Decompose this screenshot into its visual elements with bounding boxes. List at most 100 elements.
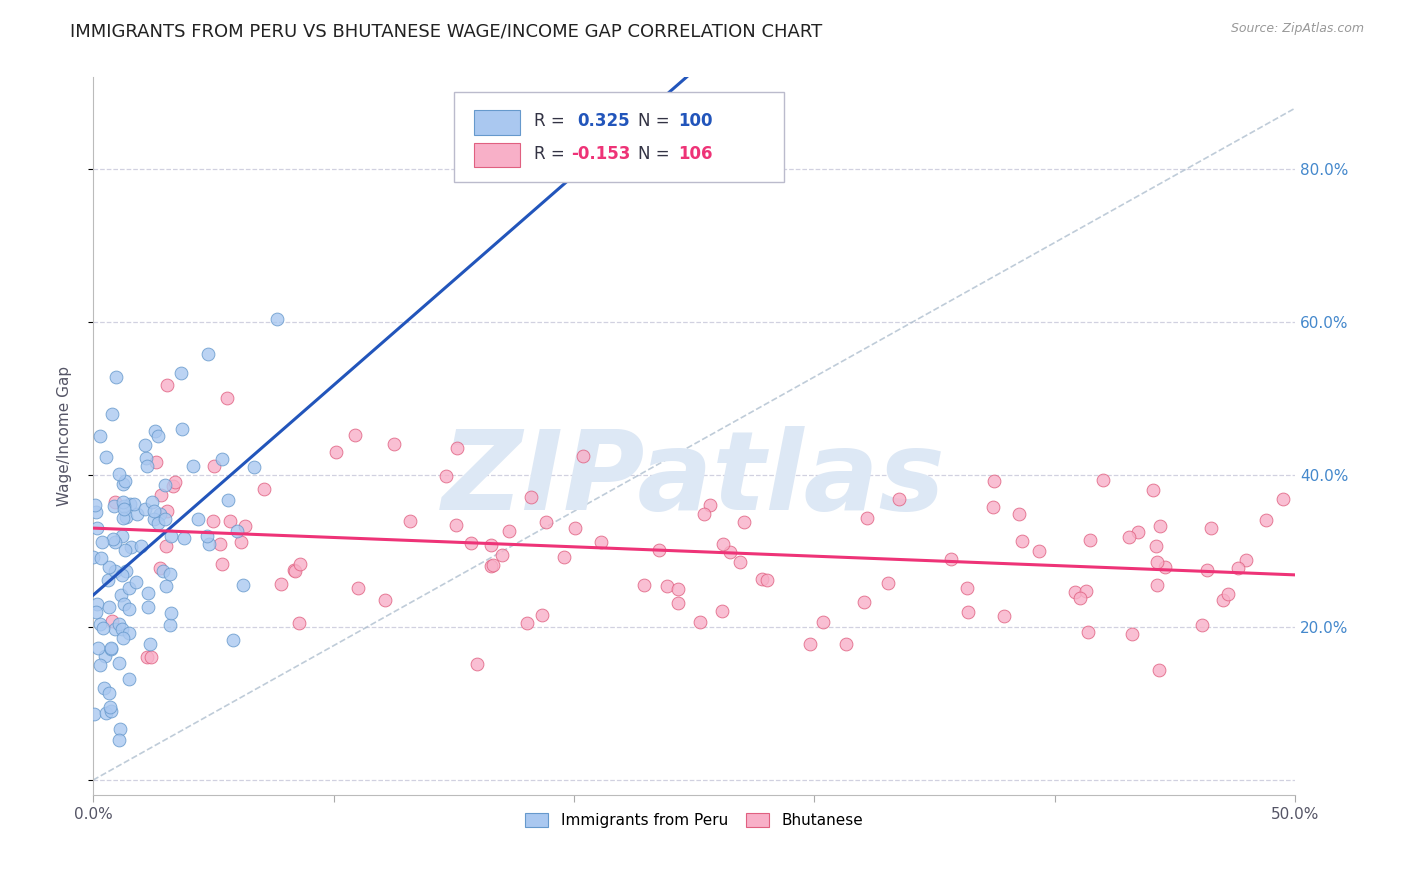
- Text: N =: N =: [638, 145, 675, 162]
- Point: [104, 564, 127, 578]
- Point: [956, 581, 979, 595]
- Point: [122, 497, 145, 511]
- Point: [211, 452, 233, 467]
- Point: [481, 558, 503, 573]
- Point: [93, 681, 115, 696]
- Point: [1077, 625, 1099, 640]
- Point: [82, 550, 104, 565]
- Point: [699, 498, 721, 512]
- Point: [1121, 626, 1143, 640]
- Point: [253, 482, 276, 496]
- Point: [159, 618, 181, 632]
- Point: [111, 494, 134, 508]
- Point: [983, 474, 1005, 488]
- Point: [1271, 491, 1294, 506]
- Y-axis label: Wage/Income Gap: Wage/Income Gap: [58, 367, 72, 507]
- Point: [730, 555, 752, 569]
- Point: [159, 566, 181, 581]
- Point: [152, 564, 174, 578]
- Point: [647, 542, 669, 557]
- Point: [107, 732, 129, 747]
- Point: [93, 648, 115, 663]
- Point: [104, 623, 127, 637]
- Point: [1069, 591, 1091, 605]
- Point: [1126, 524, 1149, 539]
- Point: [83, 706, 105, 721]
- Point: [231, 535, 253, 549]
- Point: [1199, 521, 1222, 535]
- Point: [89, 617, 111, 632]
- Point: [217, 493, 239, 508]
- Point: [84, 505, 107, 519]
- Point: [150, 488, 173, 502]
- Point: [105, 369, 128, 384]
- Point: [112, 500, 135, 514]
- Point: [135, 451, 157, 466]
- Point: [94, 706, 117, 721]
- Point: [91, 621, 114, 635]
- Point: [170, 421, 193, 435]
- Point: [689, 615, 711, 630]
- Point: [197, 347, 219, 361]
- Point: [1078, 533, 1101, 548]
- Point: [325, 445, 347, 459]
- Point: [97, 686, 120, 700]
- Point: [103, 500, 125, 514]
- Point: [1212, 592, 1234, 607]
- Point: [107, 617, 129, 632]
- Point: [112, 597, 135, 611]
- Point: [181, 458, 204, 473]
- Point: [107, 467, 129, 481]
- Text: -0.153: -0.153: [572, 145, 631, 162]
- Point: [160, 529, 183, 543]
- Point: [243, 460, 266, 475]
- Point: [217, 391, 239, 405]
- Point: [446, 441, 468, 455]
- Point: [115, 510, 138, 524]
- Point: [146, 429, 169, 443]
- Point: [162, 479, 184, 493]
- Point: [89, 429, 111, 443]
- Point: [290, 558, 312, 572]
- Point: [117, 626, 139, 640]
- Point: [165, 475, 187, 489]
- Point: [84, 498, 107, 512]
- Point: [156, 504, 179, 518]
- Point: [101, 408, 124, 422]
- Point: [1144, 539, 1167, 553]
- Point: [155, 579, 177, 593]
- Point: [111, 528, 134, 542]
- Point: [155, 511, 177, 525]
- Point: [1011, 534, 1033, 549]
- Point: [201, 514, 224, 528]
- Point: [139, 649, 162, 664]
- Point: [143, 512, 166, 526]
- Text: ZIPatlas: ZIPatlas: [443, 426, 946, 533]
- Point: [84, 605, 107, 619]
- Point: [139, 637, 162, 651]
- Text: Source: ZipAtlas.com: Source: ZipAtlas.com: [1230, 22, 1364, 36]
- Point: [98, 699, 121, 714]
- Point: [134, 501, 156, 516]
- Point: [90, 551, 112, 566]
- Point: [111, 567, 134, 582]
- Point: [877, 576, 900, 591]
- Point: [655, 579, 678, 593]
- Point: [118, 602, 141, 616]
- Point: [733, 516, 755, 530]
- Point: [149, 507, 172, 521]
- Point: [219, 514, 242, 528]
- Point: [142, 504, 165, 518]
- Point: [127, 508, 149, 522]
- Point: [1146, 578, 1168, 592]
- Point: [136, 459, 159, 474]
- Point: [1195, 563, 1218, 577]
- Point: [197, 537, 219, 551]
- Text: IMMIGRANTS FROM PERU VS BHUTANESE WAGE/INCOME GAP CORRELATION CHART: IMMIGRANTS FROM PERU VS BHUTANESE WAGE/I…: [70, 22, 823, 40]
- Point: [134, 438, 156, 452]
- Point: [169, 366, 191, 380]
- Point: [86, 640, 108, 655]
- Point: [1092, 473, 1115, 487]
- Point: [993, 608, 1015, 623]
- Legend: Immigrants from Peru, Bhutanese: Immigrants from Peru, Bhutanese: [519, 806, 869, 834]
